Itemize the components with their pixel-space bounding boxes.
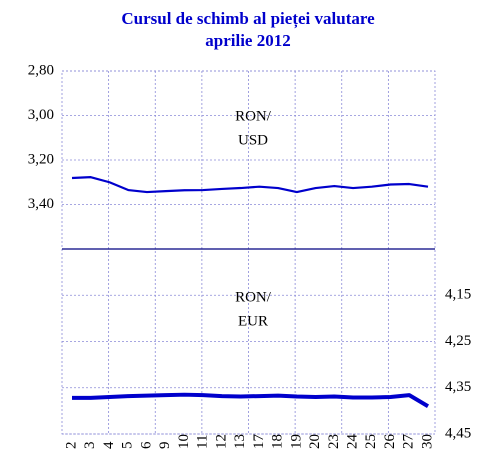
y2-tick-label: 4,35 — [445, 379, 471, 395]
y-tick-label: 3,00 — [28, 107, 54, 123]
x-tick-label: 11 — [195, 435, 211, 449]
x-tick-label: 27 — [401, 434, 417, 450]
y2-tick-label: 4,45 — [445, 425, 471, 441]
chart-title: Cursul de schimb al pieței valutare — [121, 9, 375, 29]
x-tick-label: 3 — [82, 442, 98, 450]
x-tick-label: 26 — [382, 434, 398, 450]
x-tick-label: 6 — [138, 441, 154, 449]
y2-tick-label: 4,25 — [445, 333, 471, 349]
x-tick-label: 5 — [120, 442, 136, 450]
x-tick-label: 12 — [213, 434, 229, 449]
series-line — [72, 392, 430, 408]
x-tick-label: 10 — [176, 434, 192, 449]
y2-tick-label: 4,15 — [445, 287, 471, 303]
y-tick-label: 3,20 — [28, 151, 54, 167]
x-tick-label: 25 — [363, 434, 379, 449]
series-label: USD — [238, 132, 268, 148]
y-tick-label: 2,80 — [28, 62, 54, 78]
x-tick-label: 13 — [232, 434, 248, 449]
x-tick-label: 30 — [419, 434, 435, 449]
chart-subtitle: aprilie 2012 — [205, 31, 290, 50]
series-line — [71, 176, 429, 194]
x-tick-label: 18 — [270, 434, 286, 449]
x-tick-label: 20 — [307, 434, 323, 449]
x-tick-label: 2 — [63, 442, 79, 450]
x-tick-label: 23 — [326, 434, 342, 449]
x-tick-label: 24 — [344, 434, 360, 450]
series-label: RON/ — [235, 289, 272, 305]
x-tick-label: 9 — [157, 442, 173, 450]
y-tick-label: 3,40 — [28, 196, 54, 212]
x-tick-label: 19 — [288, 434, 304, 449]
series-label: EUR — [238, 313, 268, 329]
x-tick-label: 4 — [101, 441, 117, 449]
x-tick-label: 17 — [251, 434, 267, 450]
series-label: RON/ — [235, 108, 272, 124]
